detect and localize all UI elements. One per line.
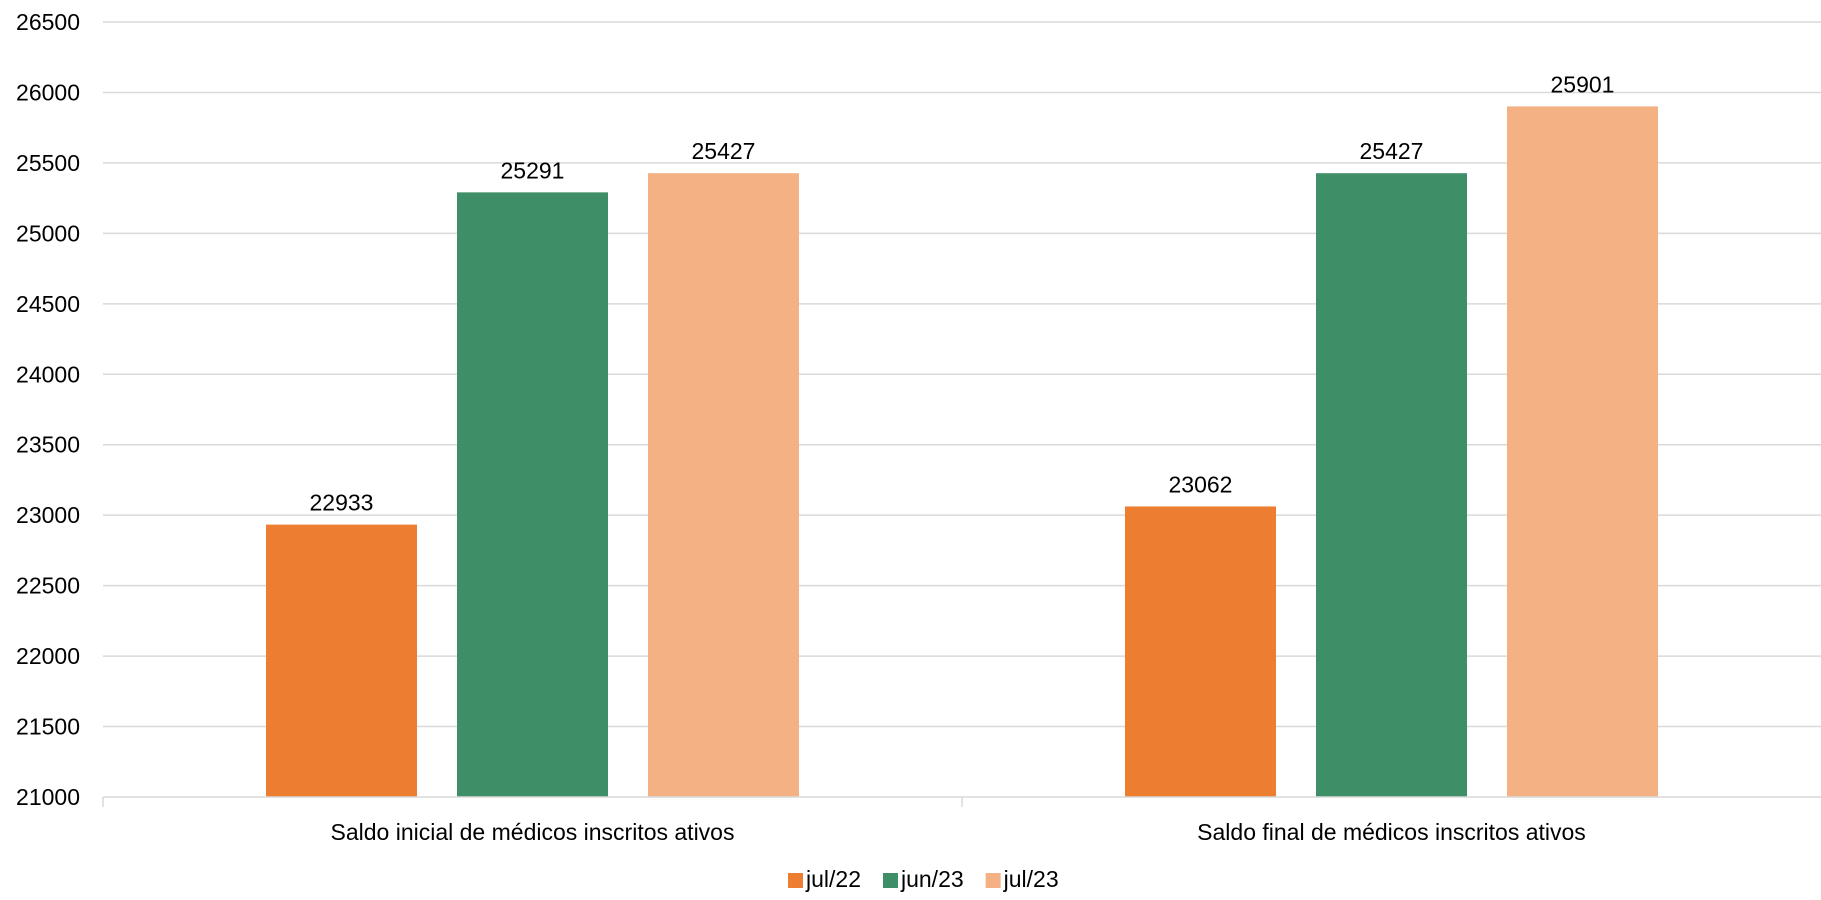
data-label: 25427 (692, 138, 756, 164)
y-tick-label: 25000 (16, 220, 80, 246)
legend-label: jul/22 (805, 866, 861, 892)
x-category-label: Saldo inicial de médicos inscritos ativo… (331, 819, 735, 845)
bar (648, 173, 799, 798)
legend: jul/22 jun/23 jul/23 (788, 866, 1059, 892)
y-tick-label: 24500 (16, 291, 80, 317)
data-label: 25291 (501, 157, 565, 183)
data-label: 25427 (1360, 138, 1424, 164)
data-label: 25901 (1551, 71, 1615, 97)
y-tick-label: 26000 (16, 79, 80, 105)
bar (1125, 506, 1276, 797)
y-tick-label: 25500 (16, 150, 80, 176)
bars: 22933 25291 25427 23062 25427 25901 (266, 71, 1658, 798)
legend-swatch (985, 873, 1001, 888)
y-tick-label: 23500 (16, 432, 80, 458)
y-tick-label: 23000 (16, 502, 80, 528)
data-label: 22933 (310, 490, 374, 516)
y-tick-label: 22000 (16, 643, 80, 669)
y-tick-label: 26500 (16, 9, 80, 35)
legend-label: jun/23 (900, 866, 964, 892)
bar (457, 192, 608, 798)
data-label: 23062 (1169, 471, 1233, 497)
bar (1507, 106, 1658, 798)
x-category-label: Saldo final de médicos inscritos ativos (1197, 819, 1586, 845)
x-axis: Saldo inicial de médicos inscritos ativo… (102, 796, 1821, 845)
y-tick-label: 22500 (16, 573, 80, 599)
y-tick-label: 21500 (16, 714, 80, 740)
legend-swatch (788, 873, 803, 888)
y-tick-label: 24000 (16, 361, 80, 387)
y-axis: 21000 21500 22000 22500 23000 23500 24000 24500… (16, 9, 80, 810)
y-tick-label: 21000 (16, 784, 80, 810)
legend-label: jul/23 (1003, 866, 1059, 892)
legend-swatch (882, 873, 898, 888)
bar (1316, 173, 1467, 798)
bar (266, 524, 417, 797)
